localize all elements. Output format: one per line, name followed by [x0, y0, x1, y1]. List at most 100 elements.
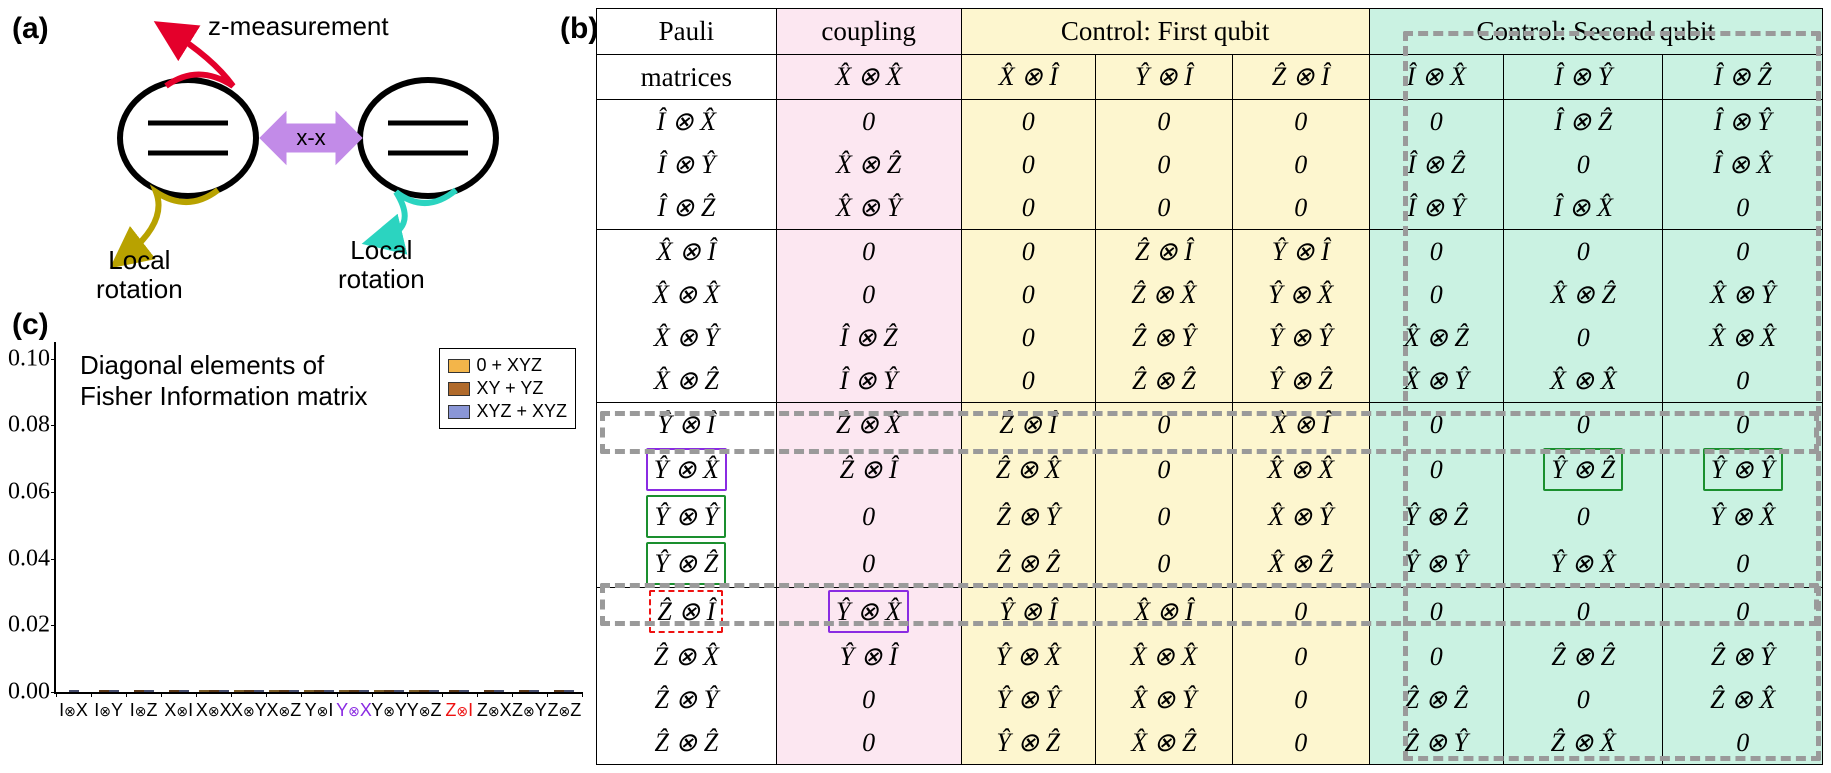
table-cell: X̂ ⊗ Ẑ [1369, 316, 1503, 359]
table-cell: 0 [1504, 403, 1663, 447]
table-cell: 0 [776, 721, 961, 765]
table-cell: Ẑ ⊗ Ŷ [1369, 721, 1503, 765]
table-header: Î ⊗ Ŷ [1504, 54, 1663, 100]
table-header: coupling [776, 9, 961, 55]
x-tick-label: Y⊗X [336, 692, 372, 721]
table-cell: X̂ ⊗ X̂ [1232, 446, 1369, 493]
bar-group: Y⊗I [301, 690, 336, 692]
table-cell: Ẑ ⊗ X̂ [776, 403, 961, 447]
table-cell: Ŷ ⊗ Ŷ [1232, 316, 1369, 359]
qubit-right-icon [360, 80, 496, 196]
table-cell: X̂ ⊗ Ẑ [1504, 273, 1663, 316]
bar-group: Y⊗Z [407, 690, 442, 692]
panel-c: (c) Diagonal elements ofFisher Informati… [8, 308, 588, 748]
row-label: Ŷ ⊗ Ŷ [597, 493, 777, 540]
x-tick-label: Z⊗X [477, 692, 512, 721]
table-cell: 0 [1095, 100, 1232, 144]
panel-a-label: (a) [12, 12, 49, 46]
table-cell: 0 [961, 100, 1095, 144]
table-cell: 0 [1095, 493, 1232, 540]
row-label: Ẑ ⊗ Ŷ [597, 678, 777, 721]
table-cell: Î ⊗ Ẑ [776, 316, 961, 359]
table-cell: 0 [1095, 143, 1232, 186]
row-label: Ẑ ⊗ Ẑ [597, 721, 777, 765]
table-cell: Î ⊗ Ŷ [776, 359, 961, 403]
table-cell: X̂ ⊗ Ẑ [1232, 540, 1369, 588]
table-cell: Ẑ ⊗ Ẑ [961, 540, 1095, 588]
local-rotation-left-label: Localrotation [96, 246, 183, 303]
x-tick-label: Y⊗Y [371, 692, 407, 721]
table-cell: X̂ ⊗ Ŷ [776, 186, 961, 230]
row-label: X̂ ⊗ Ẑ [597, 359, 777, 403]
table-cell: X̂ ⊗ Ẑ [776, 143, 961, 186]
table-cell: 0 [1232, 721, 1369, 765]
table-cell: X̂ ⊗ Ẑ [1095, 721, 1232, 765]
table-cell: 0 [961, 143, 1095, 186]
local-rotation-right-label: Localrotation [338, 236, 425, 293]
bar-group: Z⊗I [442, 690, 477, 692]
bar-group: I⊗Y [91, 690, 126, 692]
panel-a: (a) [8, 8, 588, 308]
bar-group: Z⊗X [477, 690, 512, 692]
table-cell: Ŷ ⊗ X̂ [776, 588, 961, 636]
table-cell: 0 [1663, 588, 1823, 636]
table-cell: Î ⊗ X̂ [1663, 143, 1823, 186]
table-cell: 0 [776, 493, 961, 540]
row-label: X̂ ⊗ Ŷ [597, 316, 777, 359]
table-cell: Ŷ ⊗ Ẑ [1369, 493, 1503, 540]
row-label: Î ⊗ X̂ [597, 100, 777, 144]
table-header: X̂ ⊗ Î [961, 54, 1095, 100]
table-cell: 0 [1232, 588, 1369, 636]
table-cell: 0 [1663, 186, 1823, 230]
coupling-arrow-icon: x-x [260, 112, 362, 164]
table-cell: 0 [1232, 186, 1369, 230]
bar-group: I⊗X [56, 690, 91, 692]
table-cell: Ẑ ⊗ Ẑ [1369, 678, 1503, 721]
table-cell: X̂ ⊗ Ŷ [1369, 359, 1503, 403]
table-cell: 0 [1369, 588, 1503, 636]
table-cell: 0 [1095, 540, 1232, 588]
table-cell: Ŷ ⊗ X̂ [961, 635, 1095, 678]
table-cell: Ẑ ⊗ Ŷ [1663, 635, 1823, 678]
table-header: Î ⊗ X̂ [1369, 54, 1503, 100]
table-cell: Ẑ ⊗ Î [776, 446, 961, 493]
table-cell: 0 [1504, 493, 1663, 540]
row-label: Ŷ ⊗ X̂ [597, 446, 777, 493]
y-tick-label: 0.00 [8, 679, 56, 706]
table-cell: Ẑ ⊗ X̂ [1663, 678, 1823, 721]
row-label: Ẑ ⊗ Î [597, 588, 777, 636]
x-tick-label: X⊗I [164, 692, 193, 721]
table-cell: X̂ ⊗ Î [1232, 403, 1369, 447]
x-tick-label: Y⊗I [305, 692, 334, 721]
row-label: Î ⊗ Ŷ [597, 143, 777, 186]
z-measurement-label: z-measurement [208, 12, 389, 41]
table-cell: Ŷ ⊗ Î [1232, 230, 1369, 274]
table-cell: 0 [1663, 721, 1823, 765]
table-cell: 0 [1663, 540, 1823, 588]
y-tick-label: 0.06 [8, 479, 56, 506]
table-cell: X̂ ⊗ Ŷ [1095, 678, 1232, 721]
table-cell: 0 [1369, 100, 1503, 144]
bar-group: I⊗Z [126, 690, 161, 692]
table-cell: 0 [1095, 446, 1232, 493]
commutator-table: PaulicouplingControl: First qubitControl… [596, 8, 1823, 765]
x-tick-label: X⊗Y [231, 692, 267, 721]
table-cell: 0 [961, 186, 1095, 230]
table-cell: Î ⊗ X̂ [1504, 186, 1663, 230]
table-cell: 0 [1663, 359, 1823, 403]
table-cell: Î ⊗ Ŷ [1369, 186, 1503, 230]
table-cell: Ẑ ⊗ Ẑ [1504, 635, 1663, 678]
table-cell: 0 [1504, 230, 1663, 274]
table-cell: Ẑ ⊗ Î [1095, 230, 1232, 274]
panel-c-label: (c) [12, 308, 49, 342]
table-cell: Ŷ ⊗ Ŷ [961, 678, 1095, 721]
bar-group: X⊗I [161, 690, 196, 692]
table-cell: 0 [776, 678, 961, 721]
table-header: matrices [597, 54, 777, 100]
bar-group: X⊗Z [266, 690, 301, 692]
table-header: Î ⊗ Ẑ [1663, 54, 1823, 100]
table-header: Control: Second qubit [1369, 9, 1822, 55]
table-cell: 0 [1504, 316, 1663, 359]
figure: (a) [8, 8, 1823, 765]
table-cell: 0 [776, 100, 961, 144]
